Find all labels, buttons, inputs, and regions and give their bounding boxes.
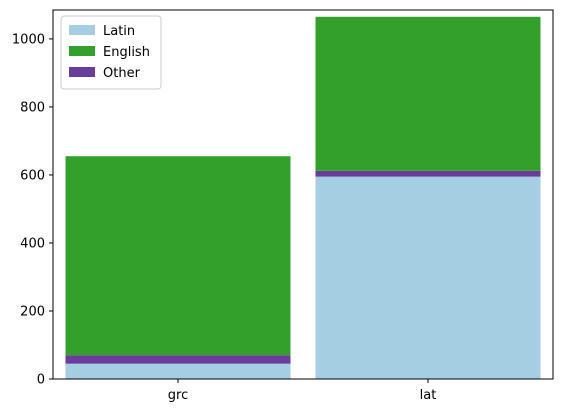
y-tick-label: 1000: [12, 32, 45, 47]
legend-swatch-english: [69, 46, 95, 56]
legend-label-english: English: [103, 45, 150, 60]
legend-swatch-latin: [69, 25, 95, 35]
legend: Latin English Other: [60, 15, 162, 90]
bar-lat-other: [315, 170, 541, 177]
y-tick-label: 600: [20, 168, 45, 183]
bar-lat-latin: [315, 176, 541, 379]
x-tick-label: lat: [420, 388, 437, 403]
y-tick-label: 0: [37, 373, 45, 388]
bar-grc-latin: [65, 363, 291, 379]
y-tick-label: 800: [20, 100, 45, 115]
y-tick-label: 400: [20, 236, 45, 251]
bar-lat-english: [315, 16, 541, 171]
legend-label-other: Other: [103, 66, 141, 81]
x-tick-label: grc: [168, 388, 188, 403]
legend-label-latin: Latin: [103, 24, 135, 39]
bars-group: [65, 16, 541, 379]
plot-frame: [52, 9, 554, 380]
bar-grc-other: [65, 355, 291, 364]
y-tick-label: 200: [20, 304, 45, 319]
x-axis: grc lat: [168, 379, 437, 403]
bar-grc-english: [65, 156, 291, 356]
y-axis: 0 200 400 600 800 1000: [12, 32, 53, 388]
legend-swatch-other: [69, 67, 95, 77]
